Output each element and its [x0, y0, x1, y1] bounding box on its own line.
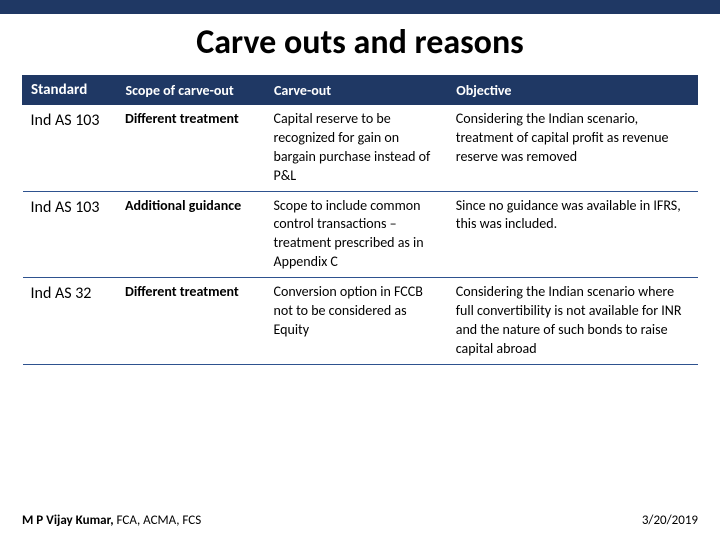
table-header-row: Standard Scope of carve-out Carve-out Ob…	[23, 76, 698, 105]
header-scope: Scope of carve-out	[117, 76, 266, 105]
cell-scope: Different treatment	[117, 105, 266, 192]
carve-outs-table: Standard Scope of carve-out Carve-out Ob…	[22, 75, 698, 365]
header-objective: Objective	[448, 76, 698, 105]
footer-author: M P Vijay Kumar, FCA, ACMA, FCS	[22, 513, 201, 528]
cell-carve: Capital reserve to be recognized for gai…	[266, 105, 448, 192]
author-credentials: FCA, ACMA, FCS	[114, 513, 202, 528]
table-row: Ind AS 103 Additional guidance Scope to …	[23, 191, 698, 278]
footer: M P Vijay Kumar, FCA, ACMA, FCS 3/20/201…	[22, 513, 698, 528]
cell-objective: Considering the Indian scenario where fu…	[448, 278, 698, 365]
cell-standard: Ind AS 32	[23, 278, 118, 365]
header-carve: Carve-out	[266, 76, 448, 105]
header-standard: Standard	[23, 76, 118, 105]
cell-carve: Scope to include common control transact…	[266, 191, 448, 278]
footer-date: 3/20/2019	[642, 513, 698, 528]
content-area: Standard Scope of carve-out Carve-out Ob…	[0, 75, 720, 365]
cell-scope: Different treatment	[117, 278, 266, 365]
table-row: Ind AS 103 Different treatment Capital r…	[23, 105, 698, 192]
author-name: M P Vijay Kumar,	[22, 513, 114, 528]
cell-carve: Conversion option in FCCB not to be cons…	[266, 278, 448, 365]
cell-standard: Ind AS 103	[23, 191, 118, 278]
cell-scope: Additional guidance	[117, 191, 266, 278]
title-band	[0, 0, 720, 14]
page-title: Carve outs and reasons	[0, 14, 720, 75]
cell-standard: Ind AS 103	[23, 105, 118, 192]
table-row: Ind AS 32 Different treatment Conversion…	[23, 278, 698, 365]
cell-objective: Since no guidance was available in IFRS,…	[448, 191, 698, 278]
cell-objective: Considering the Indian scenario, treatme…	[448, 105, 698, 192]
